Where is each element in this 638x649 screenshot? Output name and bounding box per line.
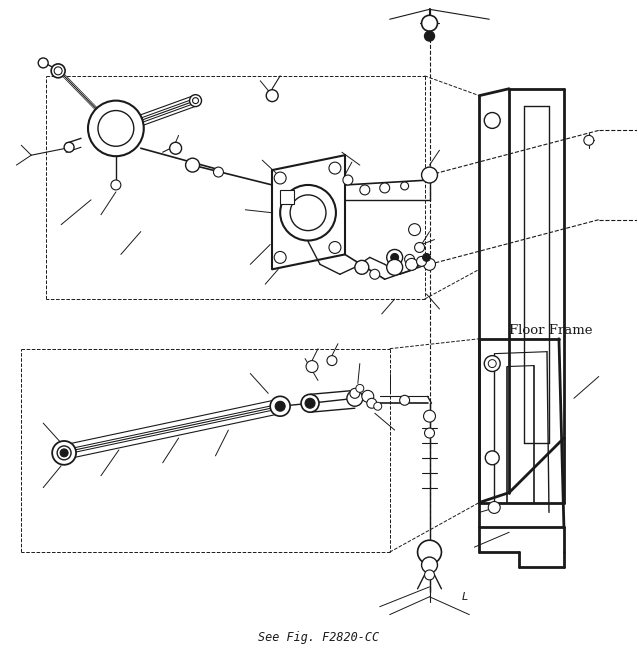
Circle shape xyxy=(327,356,337,365)
Text: L: L xyxy=(461,592,468,602)
Circle shape xyxy=(274,251,286,263)
Circle shape xyxy=(488,502,500,513)
Circle shape xyxy=(214,167,223,177)
Circle shape xyxy=(424,428,434,438)
Text: Floor Frame: Floor Frame xyxy=(509,324,593,337)
Circle shape xyxy=(422,253,431,262)
Circle shape xyxy=(486,451,499,465)
Text: See Fig. F2820-CC: See Fig. F2820-CC xyxy=(258,631,380,644)
Circle shape xyxy=(38,58,48,68)
Circle shape xyxy=(329,241,341,253)
Circle shape xyxy=(417,256,427,266)
Circle shape xyxy=(387,260,403,275)
Circle shape xyxy=(422,167,438,183)
Circle shape xyxy=(266,90,278,102)
Circle shape xyxy=(408,224,420,236)
Circle shape xyxy=(305,398,315,408)
Bar xyxy=(280,190,294,204)
Circle shape xyxy=(367,398,377,408)
Circle shape xyxy=(488,360,496,367)
Circle shape xyxy=(290,195,326,230)
Circle shape xyxy=(193,97,198,104)
Circle shape xyxy=(54,67,62,75)
Circle shape xyxy=(424,31,434,41)
Circle shape xyxy=(347,390,363,406)
Circle shape xyxy=(355,260,369,275)
Circle shape xyxy=(275,401,285,411)
Circle shape xyxy=(399,395,410,405)
Circle shape xyxy=(280,185,336,241)
Circle shape xyxy=(422,16,438,31)
Circle shape xyxy=(271,397,290,416)
Circle shape xyxy=(301,395,319,412)
Circle shape xyxy=(380,183,390,193)
Circle shape xyxy=(52,441,76,465)
Circle shape xyxy=(343,175,353,185)
Circle shape xyxy=(424,258,436,270)
Circle shape xyxy=(415,243,424,252)
Circle shape xyxy=(189,95,202,106)
Circle shape xyxy=(362,390,374,402)
Circle shape xyxy=(186,158,200,172)
Circle shape xyxy=(417,540,441,564)
Circle shape xyxy=(422,557,438,573)
Circle shape xyxy=(88,101,144,156)
Circle shape xyxy=(424,570,434,580)
Circle shape xyxy=(387,249,403,265)
Circle shape xyxy=(374,402,382,410)
Circle shape xyxy=(360,185,370,195)
Circle shape xyxy=(401,182,408,190)
Circle shape xyxy=(356,384,364,393)
Circle shape xyxy=(170,142,182,154)
Circle shape xyxy=(57,446,71,460)
Circle shape xyxy=(51,64,65,78)
Circle shape xyxy=(306,361,318,373)
Circle shape xyxy=(404,254,415,264)
Circle shape xyxy=(350,388,360,398)
Circle shape xyxy=(329,162,341,174)
Circle shape xyxy=(484,112,500,129)
Circle shape xyxy=(274,172,286,184)
Circle shape xyxy=(424,410,436,422)
Circle shape xyxy=(584,136,594,145)
Circle shape xyxy=(484,356,500,371)
Circle shape xyxy=(60,449,68,457)
Circle shape xyxy=(111,180,121,190)
Circle shape xyxy=(390,253,399,262)
Circle shape xyxy=(64,142,74,153)
Circle shape xyxy=(98,110,134,146)
Circle shape xyxy=(370,269,380,279)
Circle shape xyxy=(406,258,417,270)
